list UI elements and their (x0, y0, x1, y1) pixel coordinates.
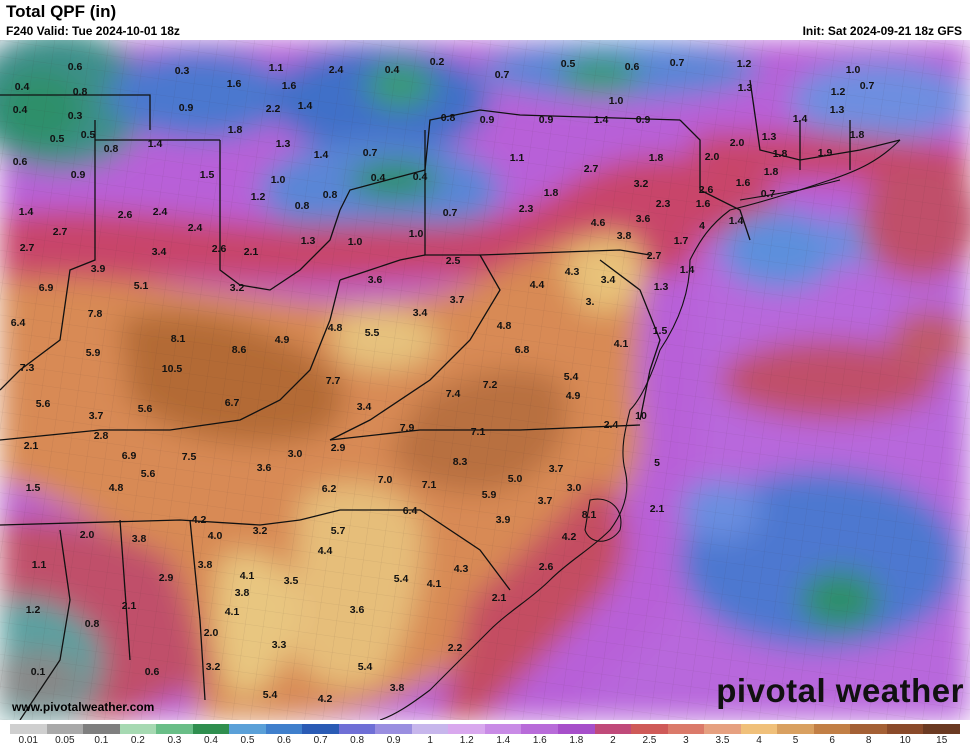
header: Total QPF (in) F240 Valid: Tue 2024-10-0… (0, 0, 970, 40)
legend-swatch (338, 724, 376, 734)
legend-tick-label: 0.5 (240, 735, 255, 746)
legend-swatch (83, 724, 120, 734)
legend-tick-label: 0.1 (94, 735, 109, 746)
legend-swatch (813, 724, 851, 734)
legend-tick-label: 0.7 (313, 735, 328, 746)
legend-tick-label: 6 (829, 735, 835, 746)
legend-tick-label: 0.6 (277, 735, 291, 746)
legend-swatch (192, 724, 230, 734)
county-lines (0, 40, 970, 720)
legend-swatch (557, 724, 595, 734)
brand-logo: pivotal weather (716, 672, 964, 709)
legend-tick-label: 0.2 (130, 735, 145, 746)
legend-swatch (484, 724, 522, 734)
legend-swatch (119, 724, 157, 734)
legend-tick-label: 15 (936, 735, 948, 746)
legend-swatch (850, 724, 887, 734)
legend-swatch (10, 724, 47, 734)
legend-swatch (448, 724, 485, 734)
legend-swatch (411, 724, 449, 734)
source-url: www.pivotalweather.com (12, 700, 155, 714)
legend-swatch (923, 724, 960, 734)
legend-tick-label: 0.9 (386, 735, 401, 746)
legend-swatch (375, 724, 412, 734)
legend-swatch (704, 724, 741, 734)
legend-tick-label: 1.8 (569, 735, 584, 746)
legend-tick-label: 0.05 (55, 735, 75, 746)
legend-tick-label: 1.4 (496, 735, 511, 746)
legend-tick-label: 2.5 (642, 735, 657, 746)
legend-tick-label: 3 (683, 735, 689, 746)
legend-swatch (667, 724, 705, 734)
valid-time: F240 Valid: Tue 2024-10-01 18z (6, 24, 180, 38)
legend-swatch (594, 724, 632, 734)
legend-tick-label: 10 (899, 735, 911, 746)
legend-tick-label: 0.4 (204, 735, 218, 746)
legend-tick-label: 1.2 (459, 735, 474, 746)
legend-tick-label: 1 (427, 735, 433, 746)
legend-swatch (156, 724, 193, 734)
legend-tick-label: 1.6 (532, 735, 547, 746)
legend-color-bar (10, 724, 960, 734)
legend-swatch (777, 724, 814, 734)
legend-swatch (631, 724, 668, 734)
legend-tick-label: 0.01 (18, 735, 38, 746)
legend-swatch (265, 724, 303, 734)
legend-ticks: 0.01 0.05 0.1 0.2 0.3 0.4 0.5 0.6 0.7 0.8 0.9 1 1.2 1… (10, 734, 960, 748)
legend-tick-label: 2 (610, 735, 616, 746)
legend-swatch (229, 724, 266, 734)
legend-tick-label: 0.3 (167, 735, 182, 746)
legend-tick-label: 0.8 (350, 735, 365, 746)
map-title: Total QPF (in) (6, 2, 117, 21)
precipitation-map (0, 40, 970, 720)
legend-tick-label: 4 (756, 735, 762, 746)
legend-tick-label: 5 (792, 735, 799, 746)
legend-swatch (521, 724, 558, 734)
legend-swatch (886, 724, 924, 734)
legend-swatch (46, 724, 84, 734)
legend-swatch (302, 724, 339, 734)
legend-tick-label: 8 (865, 735, 872, 746)
coastline (379, 139, 901, 720)
state-borders (0, 79, 901, 720)
init-time: Init: Sat 2024-09-21 18z GFS (802, 24, 962, 38)
color-legend: 0.01 0.05 0.1 0.2 0.3 0.4 0.5 0.6 0.7 0.8 0.9 1 1.2 1… (0, 720, 970, 750)
legend-swatch (740, 724, 778, 734)
legend-tick-label: 3.5 (715, 735, 730, 746)
